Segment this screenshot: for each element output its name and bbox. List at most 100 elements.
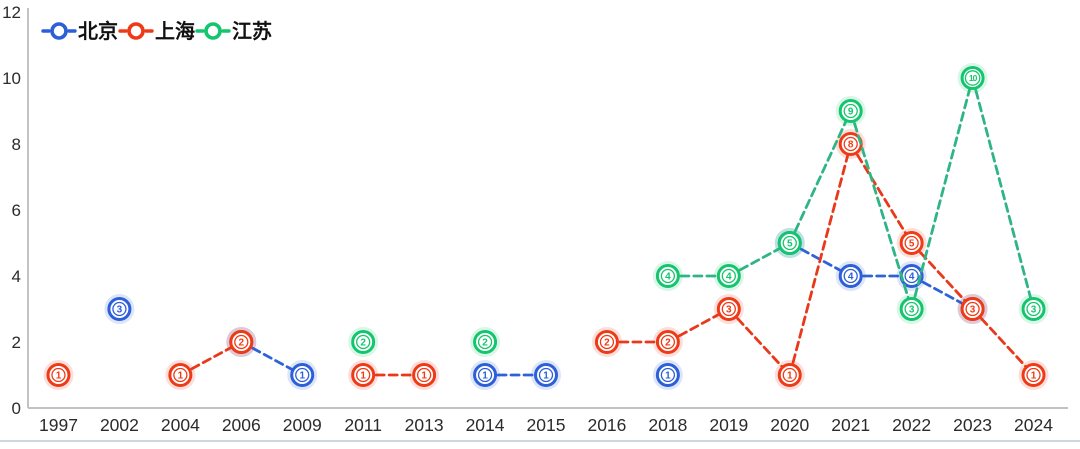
marker-inner-ring [721,301,736,317]
y-tick-label: 0 [12,399,21,418]
marker-halo [652,327,683,357]
marker-halo [652,261,683,291]
marker-value-label: 5 [787,239,793,250]
y-tick-label: 4 [12,267,21,286]
data-point-beijing-2018: 1 [652,360,683,390]
data-point-beijing-2014: 1 [470,360,501,390]
marker-value-label: 4 [848,272,854,283]
marker-halo [409,360,440,390]
series-jiangsu: 2 2 4 4 5 9 3 10 3 [348,63,1049,357]
x-tick-label: 2023 [953,415,992,435]
marker-inner-ring [477,334,493,350]
marker-value-label: 3 [117,305,123,316]
marker-halo [165,360,196,390]
marker-value-label: 1 [178,371,184,382]
data-point-shanghai-2016: 2 [591,327,622,357]
x-tick-label: 2002 [100,415,139,435]
marker-value-label: 1 [482,371,488,382]
y-tick-label: 2 [12,333,21,352]
x-tick-label: 2020 [770,415,809,435]
data-point-jiangsu-2014: 2 [470,327,501,357]
data-point-beijing-2015: 1 [531,360,561,390]
data-point-shanghai-2020: 1 [774,360,805,390]
marker-inner-ring [660,367,676,383]
marker-inner-ring [356,334,371,350]
marker-halo [896,294,927,324]
marker-halo [896,228,927,258]
data-point-shanghai-2004: 1 [165,360,196,390]
x-tick-label: 2009 [283,415,322,435]
data-point-jiangsu-2021: 9 [835,96,866,126]
marker-halo [226,327,257,357]
x-tick-label: 2015 [527,415,566,435]
series-line-segment [849,142,914,245]
data-point-jiangsu-2020: 5 [774,228,805,258]
marker-inner-ring [295,367,310,383]
legend-ring-icon [127,22,145,40]
y-axis-ticks: 0 2 4 6 8 10 12 [2,3,21,418]
data-point-shanghai-2021: 8 [835,129,866,159]
data-point-beijing-2022: 4 [896,261,927,291]
marker-inner-ring [234,334,249,350]
marker-halo [713,294,744,324]
marker-halo [835,96,866,126]
marker-inner-ring [843,136,858,152]
legend-label: 北京 [78,19,118,43]
marker-value-label: 1 [1031,371,1037,382]
data-point-shanghai-2022: 5 [896,228,927,258]
marker-value-label: 4 [665,272,671,283]
marker-inner-ring [904,301,919,317]
x-tick-label: 2016 [587,415,626,435]
marker-inner-ring [660,268,676,284]
series-line-segment [788,109,853,245]
marker-halo [774,228,805,258]
marker-value-label: 1 [360,371,366,382]
data-point-beijing-2009: 1 [287,360,318,390]
marker-halo [43,360,74,390]
marker-halo [957,294,988,324]
data-point-jiangsu-2011: 2 [348,327,379,357]
marker-halo [774,228,805,258]
x-tick-label: 2006 [222,415,261,435]
x-tick-label: 2019 [709,415,748,435]
marker-halo [226,327,257,357]
data-point-jiangsu-2024: 3 [1018,294,1049,324]
marker-inner-ring [51,367,66,383]
marker-value-label: 4 [726,272,732,283]
data-point-shanghai-2024: 1 [1018,360,1049,390]
marker-value-label: 1 [299,371,305,382]
marker-value-label: 3 [970,305,976,316]
series-line-segment [788,142,853,377]
data-point-jiangsu-2023: 10 [957,63,988,93]
marker-inner-ring [112,301,127,317]
marker-value-label: 1 [56,371,62,382]
x-tick-label: 2011 [344,415,382,435]
marker-inner-ring [782,235,797,251]
data-point-shanghai-2011: 1 [348,360,379,390]
data-point-beijing-2002: 3 [104,294,135,324]
marker-halo [1018,294,1049,324]
marker-inner-ring [660,334,676,350]
marker-value-label: 2 [604,338,610,349]
y-tick-label: 8 [12,135,21,154]
x-tick-label: 2004 [161,415,200,435]
marker-halo [470,327,501,357]
y-tick-label: 12 [2,3,21,22]
series-beijing: 3 2 1 1 1 1 5 4 4 3 [104,228,988,390]
marker-halo [1018,360,1049,390]
x-tick-label: 2022 [892,415,931,435]
marker-halo [835,261,866,291]
legend-item-jiangsu: 江苏 [195,20,272,43]
marker-inner-ring [964,70,981,86]
marker-halo [896,261,927,291]
legend-ring-icon [204,22,222,40]
data-point-jiangsu-2018: 4 [652,261,683,291]
marker-halo [104,294,135,324]
series-shanghai: 1 1 2 1 1 2 2 3 1 8 5 3 1 [43,129,1049,390]
marker-inner-ring [721,268,736,284]
marker-halo [470,360,501,390]
marker-value-label: 2 [482,338,488,349]
marker-inner-ring [904,268,919,284]
